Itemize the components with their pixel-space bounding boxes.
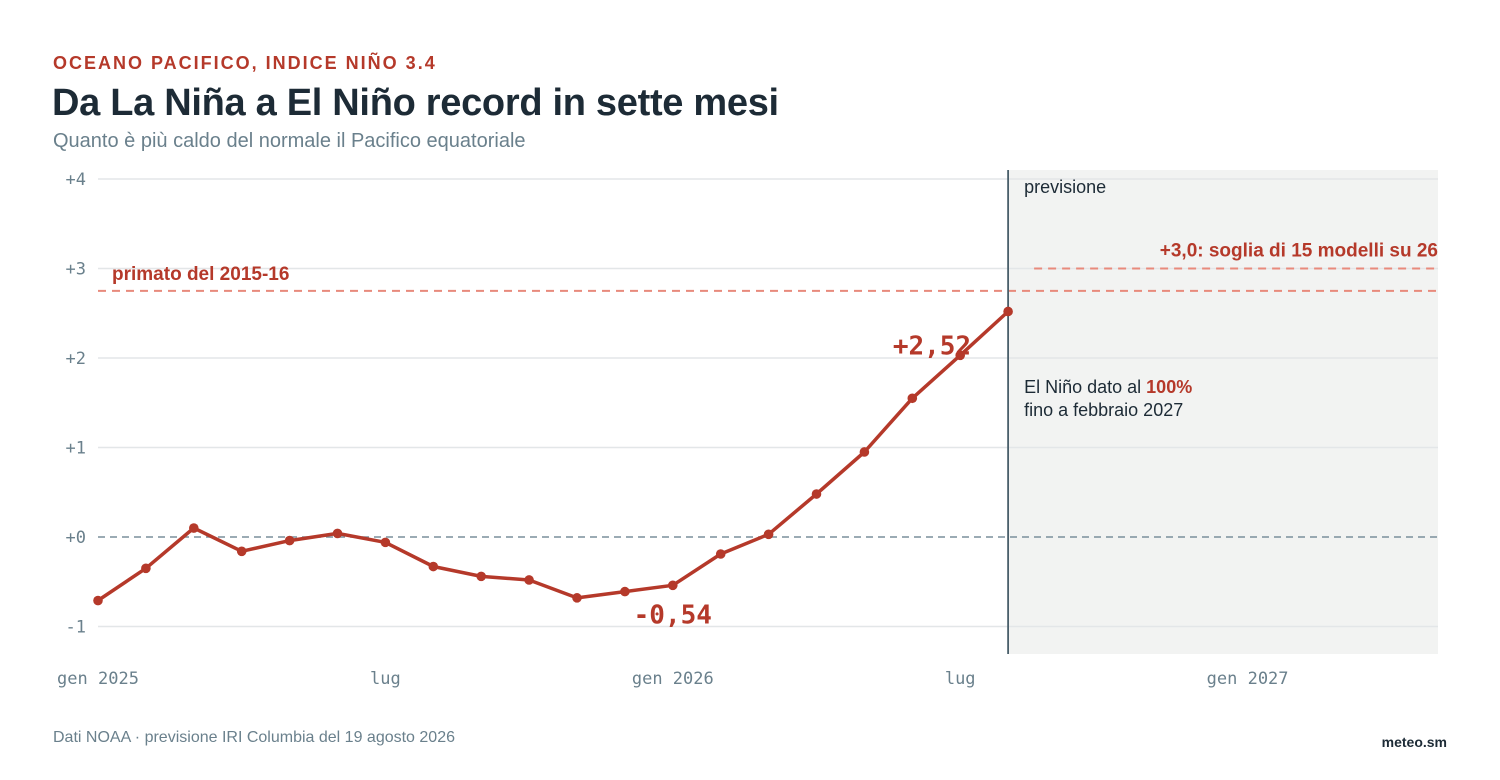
- threshold-label: +3,0: soglia di 15 modelli su 26: [1160, 241, 1438, 262]
- y-tick-label: -1: [66, 618, 86, 638]
- x-tick-label: gen 2027: [1207, 669, 1289, 689]
- data-point: [715, 549, 726, 559]
- data-point: [668, 580, 678, 591]
- data-point: [284, 535, 295, 546]
- data-point: [332, 528, 343, 539]
- y-tick-label: +3: [66, 260, 86, 280]
- data-point: [189, 523, 199, 533]
- forecast-note-line1: El Niño dato al 100%: [1024, 377, 1192, 397]
- forecast-note-highlight: 100%: [1146, 377, 1192, 397]
- y-tick-label: +4: [66, 170, 86, 190]
- source-note: Dati NOAA · previsione IRI Columbia del …: [53, 729, 455, 746]
- brand-logo: meteo.sm: [1381, 734, 1447, 750]
- series-line: [96, 309, 1010, 603]
- x-tick-label: gen 2026: [632, 669, 714, 689]
- x-tick-label: lug: [945, 669, 976, 689]
- forecast-note-line2: fino a febbraio 2027: [1024, 400, 1183, 420]
- data-point: [141, 563, 151, 574]
- chart-subtitle: Quanto è più caldo del normale il Pacifi…: [53, 130, 526, 152]
- data-point: [236, 546, 247, 557]
- data-point: [811, 489, 822, 499]
- chart-title: Da La Niña a El Niño record in sette mes…: [52, 82, 779, 124]
- data-point: [620, 586, 630, 597]
- data-point: [763, 529, 774, 540]
- y-tick-label: +2: [66, 349, 86, 369]
- x-tick-label: gen 2025: [57, 669, 139, 689]
- data-point: [93, 595, 103, 606]
- forecast-label: previsione: [1024, 177, 1106, 197]
- y-tick-label: +0: [66, 528, 86, 548]
- y-tick-label: +1: [66, 439, 86, 459]
- data-point: [428, 561, 439, 572]
- data-point: [476, 571, 487, 582]
- data-point: [859, 447, 870, 457]
- data-point: [1003, 306, 1013, 317]
- data-point: [524, 575, 534, 585]
- latest-value-label: +2,52: [893, 331, 971, 361]
- forecast-band: [1008, 170, 1438, 654]
- data-point: [907, 393, 918, 404]
- data-point: [572, 593, 582, 603]
- min-value-label: -0,54: [634, 600, 712, 630]
- x-tick-label: lug: [370, 669, 401, 689]
- data-point: [380, 537, 391, 548]
- record-label: primato del 2015-16: [112, 264, 289, 285]
- chart-kicker: OCEANO PACIFICO, INDICE NIÑO 3.4: [53, 53, 437, 73]
- data-point: [955, 350, 965, 361]
